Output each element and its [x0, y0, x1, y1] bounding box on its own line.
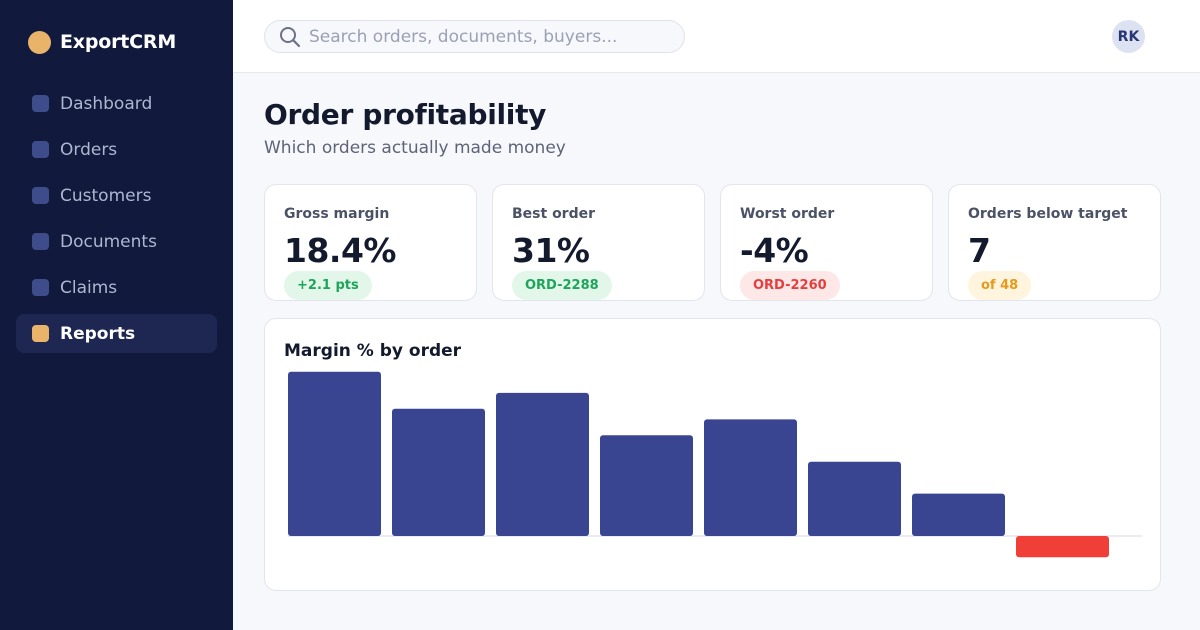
chart-bar[interactable]	[1016, 536, 1109, 558]
kpi-label: Best order	[512, 206, 596, 222]
search-box[interactable]	[264, 20, 685, 53]
top-bar: RK	[233, 0, 1200, 73]
page-title: Order profitability	[264, 98, 547, 131]
kpi-badge: +2.1 pts	[284, 271, 372, 300]
customers-icon	[32, 187, 49, 204]
order-link-badge[interactable]: ORD-2260	[740, 271, 840, 300]
chart-bar[interactable]	[808, 461, 901, 536]
sidebar-item-documents[interactable]: Documents	[16, 222, 217, 261]
kpi-label: Gross margin	[284, 206, 390, 222]
sidebar-item-label: Customers	[60, 185, 152, 206]
kpi-label: Orders below target	[968, 206, 1128, 222]
chart-bar[interactable]	[704, 419, 797, 536]
brand-logo-icon	[28, 30, 51, 54]
brand[interactable]: ExportCRM	[28, 30, 176, 54]
sidebar-item-label: Claims	[60, 277, 118, 298]
kpi-card-best-order: Best order 31% ORD-2288	[492, 184, 705, 301]
reports-icon	[32, 325, 49, 342]
kpi-card-orders-below-target: Orders below target 7 of 48	[948, 184, 1161, 301]
margin-bar-chart	[288, 371, 1142, 558]
sidebar-item-label: Documents	[60, 231, 157, 252]
sidebar-item-claims[interactable]: Claims	[16, 268, 217, 307]
chart-bar[interactable]	[288, 371, 381, 536]
chart-title: Margin % by order	[284, 341, 462, 361]
kpi-value: -4%	[740, 231, 809, 270]
kpi-value: 31%	[512, 231, 590, 270]
search-input[interactable]	[309, 26, 679, 47]
kpi-card-gross-margin: Gross margin 18.4% +2.1 pts	[264, 184, 477, 301]
sidebar-item-label: Dashboard	[60, 93, 153, 114]
sidebar-item-reports[interactable]: Reports	[16, 314, 217, 353]
kpi-label: Worst order	[740, 206, 835, 222]
documents-icon	[32, 233, 49, 250]
chart-card: Margin % by order	[264, 318, 1161, 591]
sidebar-item-orders[interactable]: Orders	[16, 130, 217, 169]
sidebar: ExportCRM Dashboard Orders Customers Doc…	[0, 0, 233, 630]
chart-bar[interactable]	[912, 493, 1005, 536]
kpi-value: 18.4%	[284, 231, 397, 270]
kpi-value: 7	[968, 231, 991, 270]
sidebar-item-dashboard[interactable]: Dashboard	[16, 84, 217, 123]
chart-bar[interactable]	[496, 392, 589, 536]
sidebar-item-label: Orders	[60, 139, 118, 160]
kpi-badge: of 48	[968, 271, 1032, 300]
kpi-card-worst-order: Worst order -4% ORD-2260	[720, 184, 933, 301]
chart-bar[interactable]	[600, 435, 693, 536]
order-link-badge[interactable]: ORD-2288	[512, 271, 612, 300]
avatar[interactable]: RK	[1112, 20, 1145, 53]
sidebar-item-customers[interactable]: Customers	[16, 176, 217, 215]
claims-icon	[32, 279, 49, 296]
sidebar-nav: Dashboard Orders Customers Documents Cla…	[16, 84, 217, 360]
page-subtitle: Which orders actually made money	[264, 138, 566, 158]
orders-icon	[32, 141, 49, 158]
chart-bar[interactable]	[392, 408, 485, 536]
search-icon	[280, 26, 301, 47]
brand-name: ExportCRM	[60, 31, 177, 53]
sidebar-item-label: Reports	[60, 323, 136, 344]
dashboard-icon	[32, 95, 49, 112]
